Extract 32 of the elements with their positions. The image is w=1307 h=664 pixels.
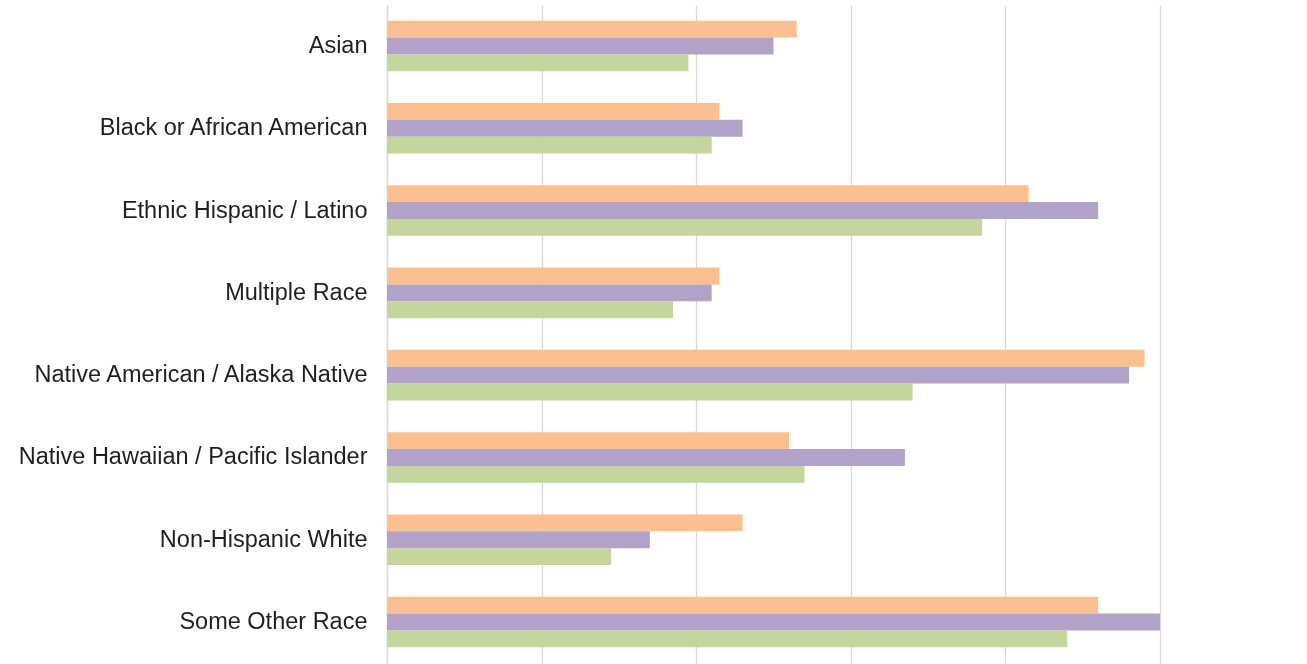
y-tick-label: Ethnic Hispanic / Latino — [121, 196, 368, 223]
bar — [387, 531, 650, 549]
bar — [387, 284, 712, 302]
y-tick-label: Non-Hispanic White — [159, 525, 368, 552]
bar — [387, 37, 774, 55]
y-tick-label: Native American / Alaska Native — [34, 361, 368, 388]
bar — [387, 630, 1068, 648]
bar — [387, 613, 1160, 631]
y-tick-label: Black or African American — [99, 114, 368, 141]
bar — [387, 301, 674, 319]
bar — [387, 596, 1099, 614]
bar — [387, 366, 1130, 384]
bar — [387, 383, 913, 401]
bar — [387, 185, 1029, 203]
bar — [387, 465, 805, 483]
bar — [387, 548, 612, 566]
bar — [387, 20, 797, 38]
bar — [387, 136, 712, 154]
y-tick-label: Some Other Race — [179, 608, 368, 635]
bar — [387, 102, 720, 120]
y-tick-label: Multiple Race — [225, 278, 368, 305]
bar — [387, 267, 720, 285]
bar — [387, 119, 743, 137]
bar — [387, 54, 689, 72]
bar — [387, 432, 789, 450]
bar — [387, 349, 1145, 367]
bar — [387, 514, 743, 532]
bar — [387, 449, 905, 466]
y-tick-label: Asian — [308, 31, 368, 58]
bar — [387, 218, 983, 236]
y-tick-label: Native Hawaiian / Pacific Islander — [18, 443, 368, 470]
bar — [387, 202, 1099, 219]
